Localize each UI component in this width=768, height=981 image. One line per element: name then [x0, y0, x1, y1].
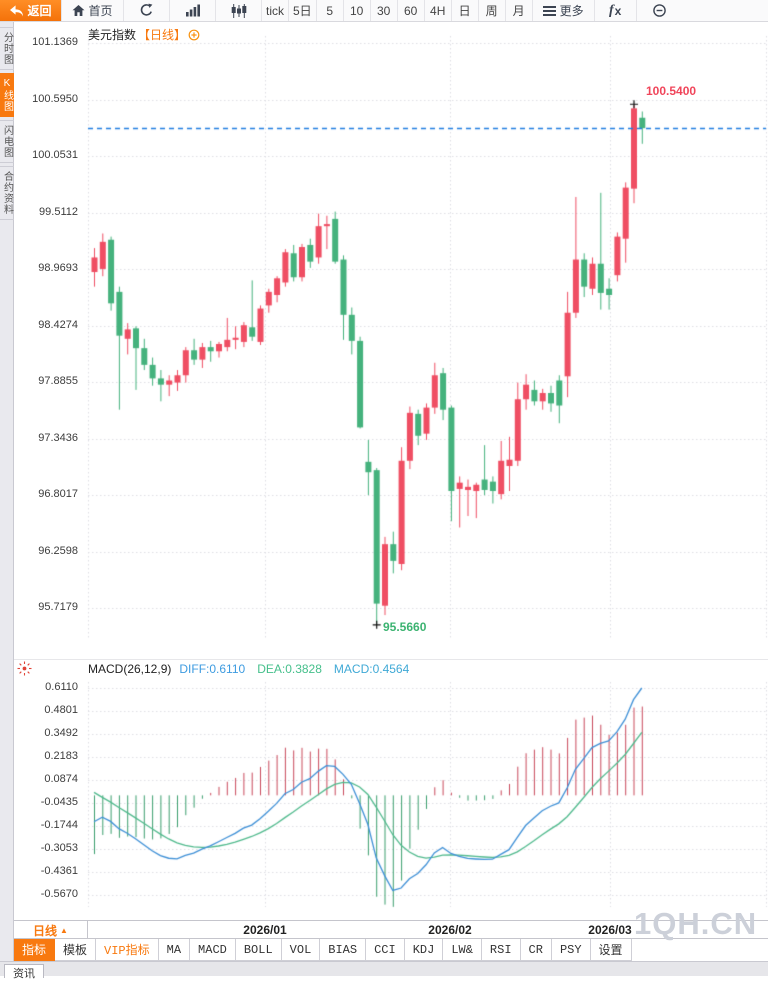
zoom-out-icon	[652, 3, 666, 17]
home-button[interactable]: 首页	[62, 0, 124, 21]
period-button-月[interactable]: 月	[506, 0, 533, 21]
x-axis-label: 2026/03	[588, 923, 632, 937]
indicator-tab-PSY[interactable]: PSY	[551, 939, 591, 961]
refresh-icon	[140, 3, 153, 16]
symbol-name: 美元指数	[88, 28, 137, 42]
chart-content-area: 美元指数 【日线】 101.1369 100.5950 100.0531 99.511…	[14, 22, 768, 976]
chart-title: 美元指数 【日线】	[88, 26, 200, 43]
site-watermark: 1QH.CN	[634, 906, 758, 941]
period-button-4H[interactable]: 4H	[425, 0, 452, 21]
back-button[interactable]: 返回	[0, 0, 62, 21]
macd-dea-readout: DEA:0.3828	[257, 661, 322, 676]
period-button-30[interactable]: 30	[371, 0, 398, 21]
macd-header: MACD(26,12,9) DIFF:0.6110 DEA:0.3828 MAC…	[14, 659, 768, 677]
macd-macd-readout: MACD:0.4564	[333, 661, 410, 676]
back-arrow-icon	[10, 5, 24, 17]
toolbar-spacer	[683, 0, 768, 21]
bar-chart-icon	[185, 4, 200, 17]
x-axis-label: 2026/02	[428, 923, 472, 937]
period-tag: 【日线】	[138, 28, 187, 42]
home-icon	[72, 5, 85, 16]
high-price-annotation: 100.5400	[646, 84, 697, 98]
macd-params-label: MACD(26,12,9)	[88, 661, 172, 676]
indicator-tab-设置[interactable]: 设置	[590, 939, 632, 961]
sidebar-tab-time-chart[interactable]: 分时图	[0, 27, 14, 70]
period-buttons-group: tick 5日 5 10 30 60 4H 日周月	[262, 0, 533, 21]
more-button-label: 更多	[559, 4, 584, 18]
left-sidebar: 分时图 K线图 闪电图 合约资料	[0, 22, 14, 976]
sidebar-tab-contract-info[interactable]: 合约资料	[0, 166, 14, 220]
indicator-tabs-group: 指标 模板 VIP指标 MA MACD BOLL VOL BIAS CCI KDJ LW& RSI CR…	[14, 939, 632, 961]
candlestick-icon	[231, 3, 246, 18]
indicator-tab-CR[interactable]: CR	[520, 939, 552, 961]
fx-icon: f	[609, 2, 614, 18]
period-button-5日[interactable]: 5日	[289, 0, 317, 21]
period-button-周[interactable]: 周	[479, 0, 506, 21]
macd-diff-readout: DIFF:0.6110	[179, 661, 246, 676]
x-axis-label: 2026/01	[243, 923, 287, 937]
menu-lines-icon	[542, 5, 556, 16]
back-button-label: 返回	[27, 4, 52, 18]
refresh-button[interactable]	[124, 0, 170, 21]
period-button-10[interactable]: 10	[344, 0, 371, 21]
indicator-tab-VIP指标[interactable]: VIP指标	[96, 939, 159, 961]
indicator-tab-MACD[interactable]: MACD	[190, 939, 236, 961]
zoom-out-button[interactable]	[637, 0, 683, 21]
indicator-tab-MA[interactable]: MA	[158, 939, 191, 961]
triangle-up-icon: ▲	[60, 925, 68, 935]
indicator-tab-LW&[interactable]: LW&	[443, 939, 482, 961]
period-button-5[interactable]: 5	[317, 0, 344, 21]
sidebar-tab-flash-chart[interactable]: 闪电图	[0, 120, 14, 163]
add-indicator-icon[interactable]	[188, 29, 200, 41]
bar-chart-view-button[interactable]	[170, 0, 216, 21]
period-button-tick[interactable]: tick	[262, 0, 289, 21]
footer-strip: 资讯	[0, 961, 768, 980]
indicator-tab-RSI[interactable]: RSI	[481, 939, 521, 961]
candlestick-view-button[interactable]	[216, 0, 262, 21]
period-button-60[interactable]: 60	[398, 0, 425, 21]
home-button-label: 首页	[88, 4, 113, 18]
period-selector-button[interactable]: 日线 ▲	[14, 921, 88, 939]
period-button-日[interactable]: 日	[452, 0, 479, 21]
indicator-tab-BOLL[interactable]: BOLL	[235, 939, 282, 961]
price-chart-canvas[interactable]	[14, 22, 768, 976]
indicator-tab-模板[interactable]: 模板	[55, 939, 97, 961]
indicator-tab-CCI[interactable]: CCI	[366, 939, 405, 961]
low-price-annotation: 95.5660	[383, 620, 427, 634]
indicator-tab-KDJ[interactable]: KDJ	[404, 939, 444, 961]
sidebar-tab-kline-chart[interactable]: K线图	[0, 73, 14, 117]
indicator-toolbar: 指标 模板 VIP指标 MA MACD BOLL VOL BIAS CCI KDJ LW& RSI CR…	[14, 939, 768, 961]
indicator-tab-指标[interactable]: 指标	[14, 939, 56, 961]
x-axis-strip: 日线 ▲ 2026/01 2026/02 2026/03	[14, 920, 768, 939]
period-selector-label: 日线	[33, 923, 58, 938]
indicator-settings-icon[interactable]	[17, 661, 32, 676]
indicator-tab-VOL[interactable]: VOL	[281, 939, 321, 961]
indicator-tab-BIAS[interactable]: BIAS	[320, 939, 367, 961]
more-button[interactable]: 更多	[533, 0, 595, 21]
